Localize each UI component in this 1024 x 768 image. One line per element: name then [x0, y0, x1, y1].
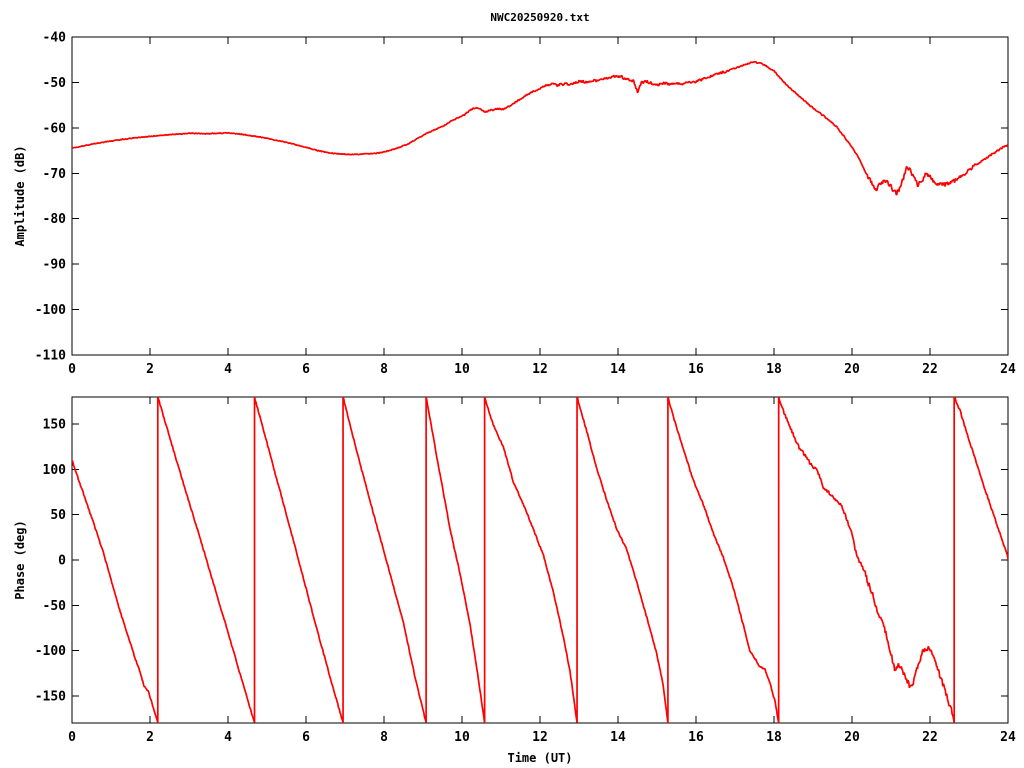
phase-panel-border: [71, 396, 1009, 724]
x-tick-label: 4: [224, 730, 232, 745]
x-tick-label: 14: [610, 730, 626, 745]
x-tick-label: 18: [766, 362, 782, 377]
x-tick-label: 18: [766, 730, 782, 745]
x-tick-label: 20: [844, 362, 860, 377]
x-tick-label: 6: [302, 730, 310, 745]
x-tick-label: 22: [922, 730, 938, 745]
x-tick-label: 6: [302, 362, 310, 377]
y-tick-label: -60: [43, 121, 67, 136]
phase-axes: 0 2 4 6 8 10 12 14 16 18 20 22 24-150-100-5005010015…: [35, 396, 1016, 745]
x-tick-label: 8: [380, 730, 388, 745]
amplitude-panel-border: [71, 36, 1009, 356]
time-x-axis-title: Time (UT): [507, 751, 572, 765]
y-tick-label: -100: [35, 303, 66, 318]
x-tick-label: 10: [454, 362, 470, 377]
chart-title: NWC20250920.txt: [490, 11, 590, 24]
amplitude-trace-group: [72, 60, 1008, 196]
y-tick-label: 50: [50, 508, 66, 523]
x-tick-label: 20: [844, 730, 860, 745]
x-tick-label: 12: [532, 362, 548, 377]
x-tick-label: 22: [922, 362, 938, 377]
y-tick-label: -90: [43, 258, 67, 273]
x-tick-label: 16: [688, 730, 704, 745]
phase-trace-group: [72, 397, 1008, 723]
y-tick-label: -70: [43, 167, 67, 182]
x-tick-label: 4: [224, 362, 232, 377]
y-tick-label: 0: [58, 554, 66, 569]
amplitude-axes: 0 2 4 6 8 10 12 14 16 18 20 22 24-110-100-90-80-70-6…: [35, 31, 1016, 378]
amplitude-y-axis-title: Amplitude (dB): [13, 145, 27, 246]
x-tick-label: 14: [610, 362, 626, 377]
y-tick-label: 150: [43, 418, 67, 433]
y-tick-label: -110: [35, 349, 66, 364]
amplitude-trace: [72, 60, 1008, 196]
y-tick-label: 100: [43, 463, 67, 478]
y-tick-label: -150: [35, 689, 66, 704]
y-tick-label: -50: [43, 76, 67, 91]
x-tick-label: 24: [1000, 362, 1016, 377]
phase-y-axis-title: Phase (deg): [13, 520, 27, 599]
x-tick-label: 0: [68, 730, 76, 745]
y-tick-label: -50: [43, 599, 67, 614]
x-tick-label: 0: [68, 362, 76, 377]
x-tick-label: 10: [454, 730, 470, 745]
y-tick-label: -80: [43, 212, 67, 227]
x-tick-label: 8: [380, 362, 388, 377]
phase-trace: [72, 397, 1008, 723]
x-tick-label: 12: [532, 730, 548, 745]
x-tick-label: 16: [688, 362, 704, 377]
x-tick-label: 2: [146, 730, 154, 745]
y-tick-label: -40: [43, 31, 67, 46]
y-tick-label: -100: [35, 644, 66, 659]
x-tick-label: 24: [1000, 730, 1016, 745]
x-tick-label: 2: [146, 362, 154, 377]
